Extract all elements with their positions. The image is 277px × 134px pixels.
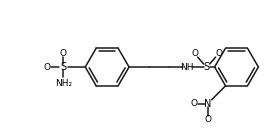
- Text: S: S: [60, 62, 66, 72]
- Text: NH: NH: [180, 62, 194, 72]
- Text: NH₂: NH₂: [55, 79, 72, 88]
- Text: O: O: [44, 62, 51, 72]
- Text: O: O: [60, 49, 67, 58]
- Text: O: O: [191, 49, 198, 58]
- Text: O: O: [190, 99, 197, 108]
- Text: O: O: [204, 115, 211, 124]
- Text: O: O: [215, 49, 222, 58]
- Text: N: N: [204, 99, 211, 109]
- Text: S: S: [204, 62, 210, 72]
